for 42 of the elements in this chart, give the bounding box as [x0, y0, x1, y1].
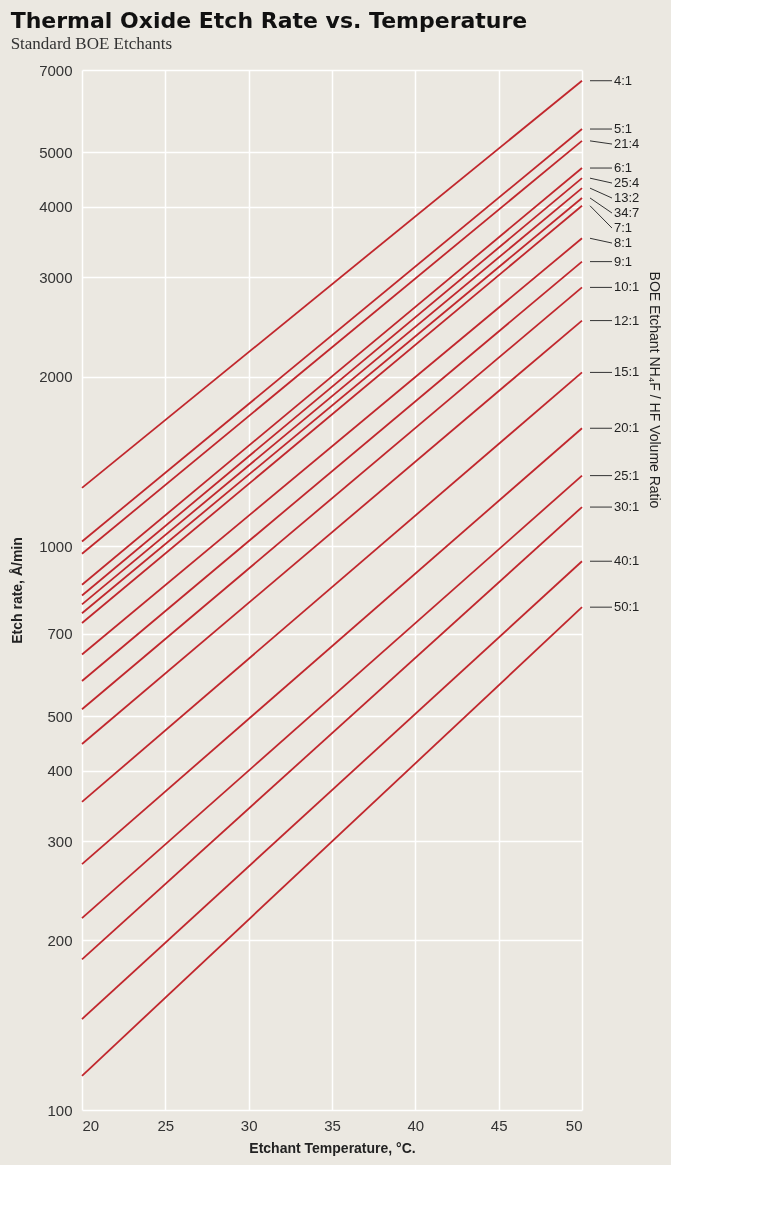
text: 21:4: [614, 136, 640, 152]
y2-axis-title: BOE Etchant NH₄F / HF Volume Ratio: [647, 271, 663, 509]
y-tick-label: 300: [47, 832, 73, 850]
x-tick-label: 30: [240, 1116, 258, 1134]
y-tick-label: 7000: [39, 61, 73, 79]
text: 40:1: [614, 553, 640, 569]
y-axis-title: Etch rate, Å/min: [9, 537, 26, 644]
x-tick-label: 40: [407, 1116, 425, 1134]
text: 20:1: [614, 420, 640, 436]
text: 30:1: [614, 499, 640, 515]
y-tick-label: 2000: [39, 368, 73, 386]
text: 50:1: [614, 599, 640, 615]
text: 9:1: [614, 253, 633, 269]
text: 8:1: [614, 235, 633, 251]
text: 34:7: [614, 205, 640, 221]
text: 12:1: [614, 312, 640, 328]
chart-title: Thermal Oxide Etch Rate vs. Temperature: [10, 8, 528, 33]
chart-subtitle: Standard BOE Etchants: [10, 34, 173, 53]
x-tick-label: 45: [490, 1116, 508, 1134]
y-tick-label: 700: [47, 625, 73, 643]
x-tick-label: 50: [565, 1116, 583, 1134]
text: 6:1: [614, 160, 633, 176]
y-tick-label: 500: [47, 707, 73, 725]
x-tick-label: 20: [82, 1116, 100, 1134]
text: 10:1: [614, 279, 640, 295]
text: 13:2: [614, 190, 640, 206]
text: 15:1: [614, 364, 640, 380]
y-tick-label: 100: [47, 1101, 73, 1119]
x-tick-label: 25: [157, 1116, 175, 1134]
x-tick-label: 35: [324, 1116, 341, 1134]
y-tick-label: 4000: [39, 198, 73, 216]
text: 7:1: [614, 220, 633, 236]
y-tick-label: 3000: [39, 268, 73, 286]
y-tick-label: 5000: [39, 143, 73, 161]
y-tick-label: 1000: [39, 537, 73, 555]
text: 5:1: [614, 121, 633, 137]
text: 4:1: [614, 72, 633, 88]
y-tick-label: 200: [47, 931, 73, 949]
text: 25:1: [614, 467, 640, 483]
y-tick-label: 400: [47, 762, 73, 780]
x-axis-title: Etchant Temperature, °C.: [249, 1139, 416, 1156]
text: 25:4: [614, 175, 640, 191]
